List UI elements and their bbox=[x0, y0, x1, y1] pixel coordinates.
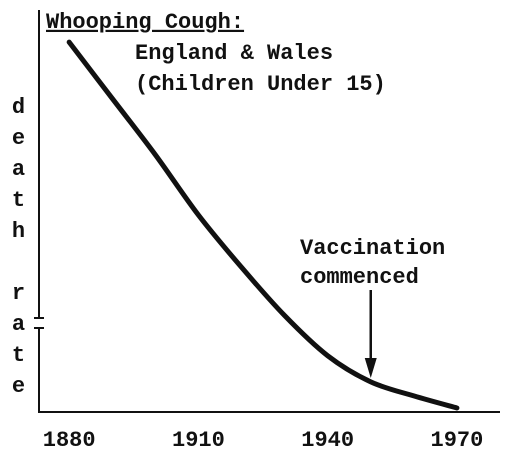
annotation-arrowhead bbox=[364, 358, 377, 378]
subtitle: (Children Under 15) bbox=[135, 72, 386, 97]
annotation: commenced bbox=[300, 265, 419, 290]
x-tick-label: 1940 bbox=[301, 428, 354, 453]
x-tick-label: 1970 bbox=[431, 428, 484, 453]
y-axis-label: death rate bbox=[6, 95, 31, 405]
annotation: Vaccination bbox=[300, 236, 445, 261]
x-tick-label: 1910 bbox=[172, 428, 225, 453]
chart-title: Whooping Cough: bbox=[46, 10, 244, 35]
x-tick-label: 1880 bbox=[43, 428, 96, 453]
line bbox=[66, 39, 460, 411]
subtitle: England & Wales bbox=[135, 41, 333, 66]
